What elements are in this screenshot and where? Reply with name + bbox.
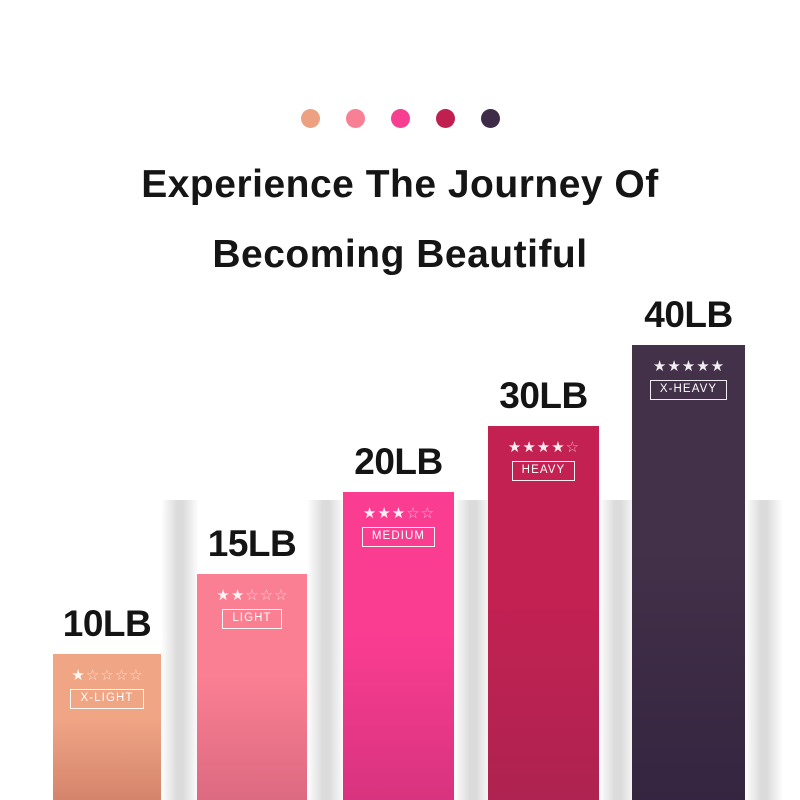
bar-group-40lb[interactable]: 40LB ★ ★ ★ ★ ★ X-HEAVY (632, 285, 783, 800)
level-badge-medium: MEDIUM (361, 527, 436, 547)
bar-30lb[interactable]: ★ ★ ★ ★ ☆ HEAVY (488, 426, 599, 800)
star-empty-icon: ☆ (420, 505, 435, 522)
star-filled-icon: ★ (681, 358, 696, 375)
dot-light (345, 108, 365, 128)
bar-group-15lb[interactable]: 15LB ★ ★ ☆ ☆ ☆ LIGHT (197, 500, 345, 800)
star-empty-icon: ☆ (259, 587, 274, 604)
star-filled-icon: ★ (536, 439, 551, 456)
star-filled-icon: ★ (71, 667, 85, 684)
bar-value-label-15lb: 15LB (207, 523, 297, 564)
bar-content: ★ ★ ★ ★ ★ X-HEAVY (632, 359, 745, 400)
headline-line-2: Becoming Beautiful (212, 233, 588, 276)
dot-heavy (435, 108, 455, 128)
bar-15lb[interactable]: ★ ★ ☆ ☆ ☆ LIGHT (197, 574, 307, 800)
star-empty-icon: ☆ (100, 667, 114, 684)
level-badge-x-heavy: X-HEAVY (649, 380, 728, 400)
bar-content: ★ ★ ★ ★ ☆ HEAVY (488, 440, 599, 481)
page-title: Experience The Journey Of Becoming Beaut… (0, 150, 800, 290)
star-filled-icon: ★ (652, 358, 667, 375)
star-empty-icon: ☆ (406, 505, 420, 522)
star-empty-icon: ☆ (114, 667, 129, 684)
star-rating-3-of-5: ★ ★ ★ ☆ ☆ (363, 506, 434, 521)
bar-20lb[interactable]: ★ ★ ★ ☆ ☆ MEDIUM (343, 492, 454, 800)
palette-dot-row (0, 107, 800, 129)
star-empty-icon: ☆ (85, 667, 100, 684)
star-rating-5-of-5: ★ ★ ★ ★ ★ (653, 359, 724, 374)
star-filled-icon: ★ (377, 505, 391, 522)
star-filled-icon: ★ (710, 358, 725, 375)
star-empty-icon: ☆ (245, 587, 259, 604)
star-rating-4-of-5: ★ ★ ★ ★ ☆ (508, 440, 579, 455)
star-filled-icon: ★ (362, 505, 377, 522)
bar-group-20lb[interactable]: 20LB ★ ★ ★ ☆ ☆ MEDIUM (343, 432, 492, 800)
bar-gutter-shadow (307, 500, 345, 800)
star-filled-icon: ★ (230, 587, 245, 604)
bar-group-10lb[interactable]: 10LB ★ ☆ ☆ ☆ ☆ X-LIGHT (53, 500, 199, 800)
bar-gutter-shadow (161, 500, 199, 800)
star-filled-icon: ★ (522, 439, 536, 456)
star-empty-icon: ☆ (274, 587, 288, 604)
bar-content: ★ ★ ☆ ☆ ☆ LIGHT (197, 588, 307, 629)
bar-gutter-shadow (745, 500, 783, 800)
star-filled-icon: ★ (216, 587, 230, 604)
dot-medium (390, 108, 410, 128)
level-badge-light: LIGHT (222, 609, 282, 629)
level-badge-heavy: HEAVY (511, 461, 576, 481)
star-rating-2-of-5: ★ ★ ☆ ☆ ☆ (216, 588, 287, 603)
star-filled-icon: ★ (696, 358, 710, 375)
bar-value-label-20lb: 20LB (354, 441, 443, 482)
star-rating-1-of-5: ★ ☆ ☆ ☆ ☆ (71, 668, 142, 683)
star-empty-icon: ☆ (129, 667, 143, 684)
star-filled-icon: ★ (551, 439, 565, 456)
bar-40lb[interactable]: ★ ★ ★ ★ ★ X-HEAVY (632, 345, 745, 800)
bar-value-label-10lb: 10LB (62, 603, 152, 644)
headline-line-1: Experience The Journey Of (141, 163, 659, 206)
bar-value-label-30lb: 30LB (499, 375, 588, 416)
star-filled-icon: ★ (507, 439, 522, 456)
star-filled-icon: ★ (391, 505, 406, 522)
star-empty-icon: ☆ (565, 439, 580, 456)
bar-content: ★ ☆ ☆ ☆ ☆ X-LIGHT (53, 668, 161, 709)
bar-10lb[interactable]: ★ ☆ ☆ ☆ ☆ X-LIGHT (53, 654, 161, 800)
bar-content: ★ ★ ★ ☆ ☆ MEDIUM (343, 506, 454, 547)
level-badge-x-light: X-LIGHT (70, 689, 144, 709)
bar-value-label-40lb: 40LB (644, 294, 733, 335)
dot-x-light (300, 108, 320, 128)
dot-x-heavy (480, 108, 500, 128)
bar-group-30lb[interactable]: 30LB ★ ★ ★ ★ ☆ HEAVY (488, 366, 637, 800)
star-filled-icon: ★ (667, 358, 681, 375)
bar-gutter-shadow (454, 500, 492, 800)
